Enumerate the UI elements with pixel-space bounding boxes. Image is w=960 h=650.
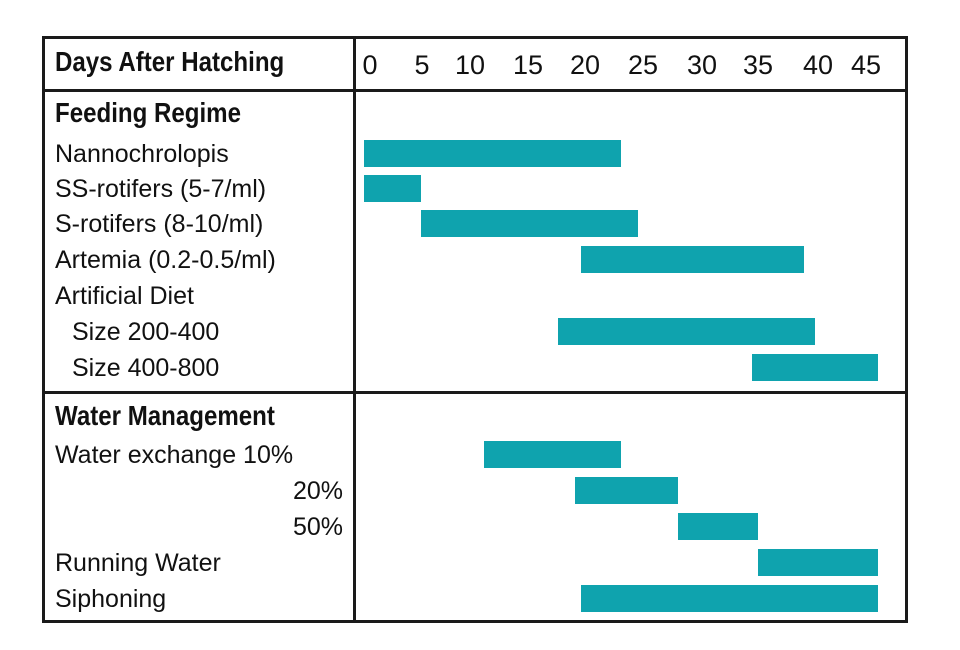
row-label: Siphoning [55,585,167,613]
gantt-bar [421,210,639,237]
row-label: Size 400-800 [72,354,220,382]
gantt-bar [758,549,878,576]
row-label: Water exchange 10% [55,441,294,469]
x-tick-label: 40 [802,50,834,80]
gantt-bar [752,354,878,381]
x-tick-label: 0 [362,50,378,80]
gantt-bar [364,175,422,202]
section-divider [42,391,908,394]
row-label: Running Water [55,549,221,577]
section-title: Feeding Regime [55,97,241,128]
gantt-bar [558,318,816,345]
gantt-bar [581,585,878,612]
x-tick-label: 20 [569,50,601,80]
row-label: SS-rotifers (5-7/ml) [55,175,267,203]
column-divider [353,36,356,623]
row-label: Size 200-400 [72,318,220,346]
x-tick-label: 15 [512,50,544,80]
x-tick-label: 30 [686,50,718,80]
x-tick-label: 45 [850,50,882,80]
row-label: 20% [292,477,343,505]
header-divider [42,89,908,92]
row-label: 50% [292,513,343,541]
gantt-bar [678,513,759,540]
row-label: Artemia (0.2-0.5/ml) [55,246,276,274]
row-label: Artificial Diet [55,282,194,310]
gantt-bar [575,477,679,504]
x-tick-label: 5 [414,50,430,80]
gantt-bar [581,246,804,273]
x-tick-label: 35 [742,50,774,80]
x-axis-header: Days After Hatching [55,46,285,77]
chart-frame [42,36,908,623]
row-label: S-rotifers (8-10/ml) [55,210,264,238]
section-title: Water Management [55,400,275,431]
x-tick-label: 25 [627,50,659,80]
gantt-bar [483,441,621,468]
gantt-bar [364,140,621,167]
x-tick-label: 10 [454,50,486,80]
row-label: Nannochrolopis [55,140,229,168]
